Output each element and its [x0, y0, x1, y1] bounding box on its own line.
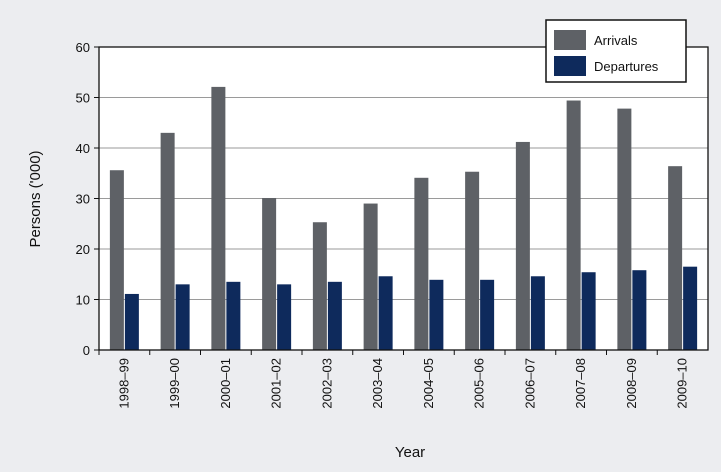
bar-arrivals-10	[617, 108, 632, 350]
y-tick-label: 20	[76, 242, 90, 257]
legend-swatch-departures	[554, 56, 586, 76]
x-axis-title: Year	[395, 444, 425, 461]
bar-departures-2	[226, 281, 241, 350]
x-tick-label: 2006–07	[522, 358, 537, 409]
x-tick-label: 2003–04	[370, 358, 385, 409]
bar-departures-6	[429, 279, 444, 350]
legend-label-arrivals: Arrivals	[594, 33, 638, 48]
bar-arrivals-5	[363, 203, 378, 350]
x-tick-label: 2000–01	[218, 358, 233, 409]
y-tick-label: 30	[76, 192, 90, 207]
x-tick-label: 2009–10	[675, 358, 690, 409]
gridlines	[99, 46, 708, 350]
legend-swatch-arrivals	[554, 30, 586, 50]
bar-arrivals-1	[160, 132, 175, 350]
bar-arrivals-0	[109, 170, 124, 350]
y-tick-label: 0	[83, 343, 90, 358]
bar-departures-1	[175, 284, 190, 350]
bar-departures-4	[327, 281, 342, 350]
bar-departures-9	[581, 272, 596, 350]
y-tick-label: 10	[76, 293, 90, 308]
x-tick-label: 2005–06	[472, 358, 487, 409]
bar-departures-3	[277, 284, 292, 350]
x-tick-label: 2002–03	[319, 358, 334, 409]
bar-arrivals-7	[465, 171, 480, 350]
plot-frame	[98, 46, 709, 351]
bar-arrivals-2	[211, 86, 226, 351]
bar-departures-11	[683, 266, 698, 350]
legend-label-departures: Departures	[594, 59, 659, 74]
bar-departures-8	[530, 276, 545, 350]
bar-arrivals-11	[668, 166, 683, 350]
bars	[109, 86, 698, 351]
x-tick-label: 1999–00	[167, 358, 182, 409]
y-tick-label: 50	[76, 91, 90, 106]
y-tick-label: 60	[76, 40, 90, 55]
x-tick-label: 2007–08	[573, 358, 588, 409]
legend: Arrivals Departures	[545, 19, 687, 83]
bar-arrivals-3	[262, 197, 277, 350]
bar-arrivals-8	[515, 141, 530, 350]
y-axis-title: Persons ('000)	[27, 150, 44, 247]
x-tick-label: 2008–09	[624, 358, 639, 409]
bar-departures-5	[378, 276, 393, 350]
bar-departures-7	[480, 279, 495, 350]
tick-labels: 0 10 20 30 40 50 60 1998–99 1999–00 2000–01 2001–0…	[76, 40, 690, 409]
x-tick-label: 1998–99	[116, 358, 131, 409]
bar-arrivals-9	[566, 100, 581, 350]
bar-departures-10	[632, 270, 647, 350]
y-tick-label: 40	[76, 141, 90, 156]
bar-arrivals-4	[312, 222, 327, 350]
x-tick-label: 2001–02	[269, 358, 284, 409]
bar-arrivals-6	[414, 177, 429, 350]
x-tick-label: 2004–05	[421, 358, 436, 409]
bar-departures-0	[124, 293, 139, 350]
axes	[94, 46, 709, 355]
